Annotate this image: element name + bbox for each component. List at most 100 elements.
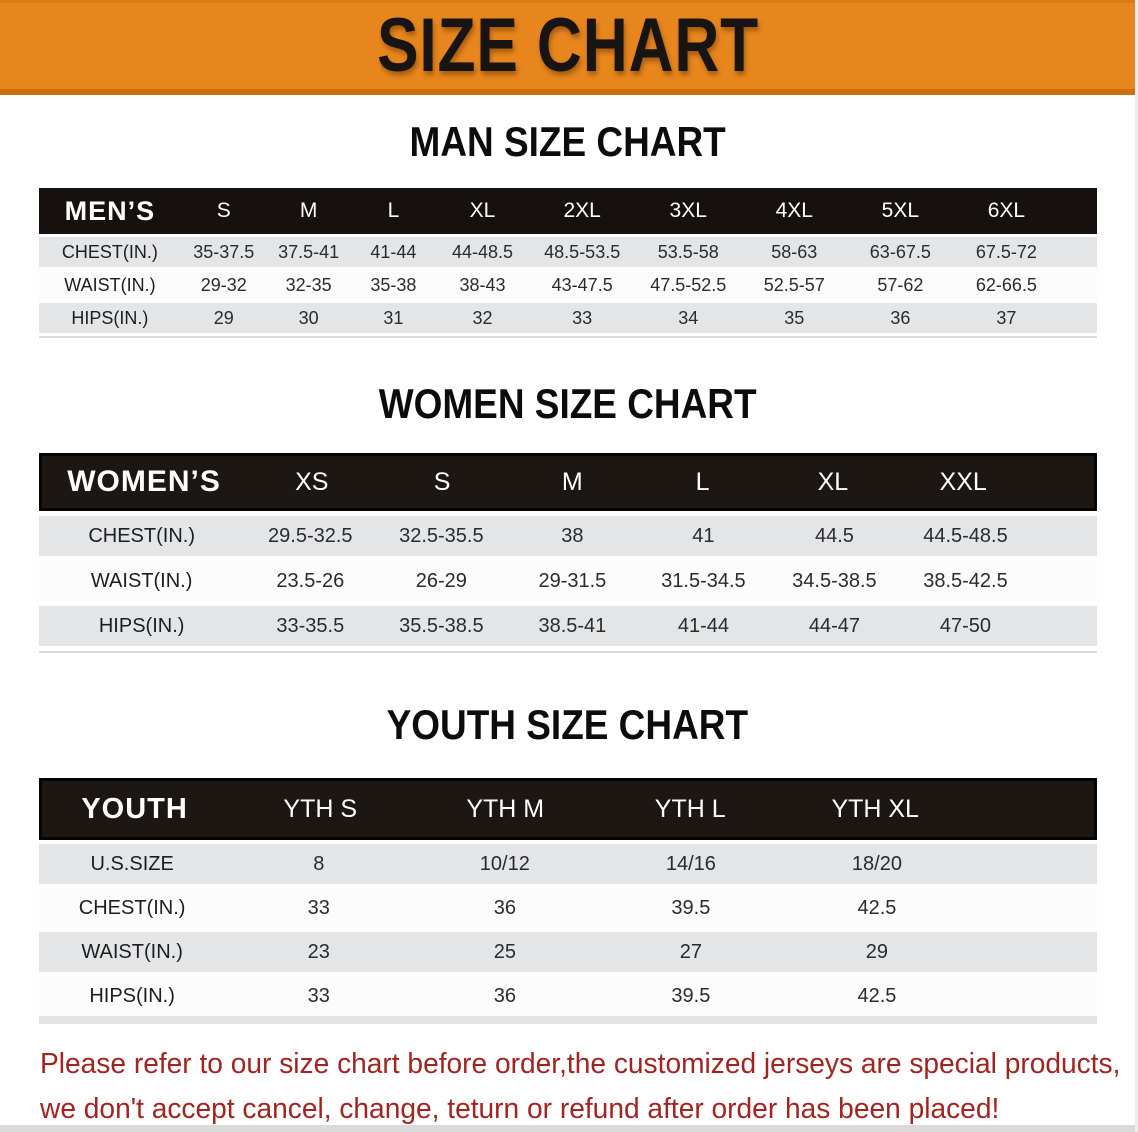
men-size-value: 47.5-52.5 [650,274,727,295]
men-size-value: 35 [784,307,805,328]
men-size-column-header: 6XL [987,199,1026,223]
youth-size-column-header: YTH L [654,794,726,823]
youth-row-trail [970,844,1097,884]
page-title: SIZE CHART [376,3,759,88]
women-size-value: 29-31.5 [538,569,607,592]
disclaimer-note: Please refer to our size chart before or… [40,1042,1121,1132]
women-row-trail [1031,516,1097,556]
men-measurement-label: CHEST(IN.) [61,241,158,262]
youth-row-trail [970,888,1097,928]
women-row-trail [1031,561,1097,601]
women-size-value: 33-35.5 [276,614,345,637]
women-section-heading: WOMEN SIZE CHART [0,380,1135,428]
men-size-column-header: XL [469,199,496,223]
youth-size-value: 33 [307,984,330,1007]
men-size-value: 44-48.5 [451,241,514,262]
youth-size-value: 23 [307,940,330,963]
youth-size-table: YOUTH YTH S YTH M YTH L YTH XL U.S.SIZE 8 10/12… [38,778,1097,1024]
men-header-trail [1059,188,1096,234]
men-header-row: MEN’S S M L XL 2XL 3XL 4XL 5XL 6XL [38,188,1097,235]
men-section-heading-text: MAN SIZE CHART [409,118,726,165]
women-size-column-header: XXL [939,467,987,496]
youth-header-trail [968,781,1094,837]
youth-header-row: YOUTH YTH S YTH M YTH L YTH XL [38,778,1097,841]
men-size-value: 48.5-53.5 [544,241,621,262]
women-size-value: 41-44 [677,614,729,637]
men-measurement-label: HIPS(IN.) [71,307,149,328]
men-size-column-header: 2XL [563,199,601,223]
men-size-column-header: 3XL [669,199,707,223]
youth-size-value: 33 [307,896,330,919]
youth-size-column-header: YTH S [283,794,358,823]
youth-measurement-label: HIPS(IN.) [89,984,175,1007]
bottom-edge-strip [0,1125,1135,1132]
youth-row-trail [970,932,1097,972]
youth-size-value: 18/20 [851,852,902,875]
women-data-row: HIPS(IN.) 33-35.5 35.5-38.5 38.5-41 41-44 44-… [38,606,1097,647]
women-size-value: 44.5 [814,524,854,547]
women-size-value: 34.5-38.5 [792,569,877,592]
men-size-value: 53.5-58 [657,241,719,262]
men-size-value: 29 [213,307,234,328]
youth-data-row: U.S.SIZE 8 10/12 14/16 18/20 [38,844,1097,885]
men-size-value: 32-35 [285,274,332,295]
women-header-row: WOMEN’S XS S M L XL XXL [38,453,1097,512]
men-size-value: 37.5-41 [278,241,340,262]
youth-measurement-label: WAIST(IN.) [81,940,183,963]
youth-size-value: 14/16 [665,852,716,875]
women-group-label: WOMEN’S [67,465,221,499]
men-size-value: 31 [383,307,404,328]
women-measurement-label: WAIST(IN.) [90,569,193,592]
women-size-column-header: XL [817,467,849,496]
men-group-label: MEN’S [64,195,156,226]
men-size-value: 32 [472,307,493,328]
men-size-value: 62-66.5 [975,274,1037,295]
youth-section-heading-text: YOUTH SIZE CHART [386,701,749,749]
women-size-value: 31.5-34.5 [661,569,746,592]
men-size-value: 30 [298,307,319,328]
youth-data-row: CHEST(IN.) 33 36 39.5 42.5 [38,888,1097,929]
women-header-trail [1028,456,1093,508]
women-size-value: 41 [692,524,715,547]
women-size-value: 26-29 [415,569,467,592]
women-size-column-header: S [433,467,451,496]
men-size-value: 35-38 [370,274,417,295]
women-size-value: 35.5-38.5 [399,614,484,637]
women-size-column-header: M [561,467,583,496]
men-data-row: WAIST(IN.) 29-32 32-35 35-38 38-43 43-47.5 47.… [38,270,1097,301]
youth-size-value: 36 [493,896,516,919]
disclaimer-line-1: Please refer to our size chart before or… [40,1048,1121,1081]
youth-size-column-header: YTH M [466,794,545,823]
youth-size-value: 27 [679,940,702,963]
men-size-value: 38-43 [459,274,506,295]
women-data-row: WAIST(IN.) 23.5-26 26-29 29-31.5 31.5-34.5 34… [38,561,1097,602]
men-size-value: 43-47.5 [551,274,613,295]
youth-size-value: 36 [493,984,516,1007]
women-size-value: 38.5-42.5 [923,569,1008,592]
men-size-value: 63-67.5 [869,241,931,262]
women-size-value: 44.5-48.5 [923,524,1008,547]
men-row-trail [1059,303,1096,333]
youth-row-trail [970,976,1097,1016]
men-size-value: 29-32 [200,274,247,295]
youth-size-value: 29 [865,940,889,963]
men-size-value: 35-37.5 [193,241,255,262]
men-size-value: 58-63 [771,241,818,262]
youth-size-value: 25 [493,940,516,963]
men-measurement-label: WAIST(IN.) [64,274,156,295]
men-size-value: 41-44 [370,241,417,262]
men-size-value: 37 [996,307,1017,328]
women-size-value: 47-50 [939,614,992,637]
women-section-heading-text: WOMEN SIZE CHART [378,380,757,428]
youth-size-value: 39.5 [671,984,711,1007]
women-size-value: 38 [561,524,584,547]
men-size-value: 36 [890,307,911,328]
men-data-row: CHEST(IN.) 35-37.5 37.5-41 41-44 44-48.5 48.5… [38,237,1097,268]
women-size-table: WOMEN’S XS S M L XL XXL CHEST(IN.) 29.5-32.5 32.5… [38,453,1097,653]
men-size-column-header: S [216,199,231,223]
men-size-column-header: M [299,199,318,223]
youth-size-value: 42.5 [857,984,897,1007]
youth-section-heading: YOUTH SIZE CHART [0,703,1135,747]
women-data-row: CHEST(IN.) 29.5-32.5 32.5-35.5 38 41 44.5 44.5… [38,516,1097,557]
